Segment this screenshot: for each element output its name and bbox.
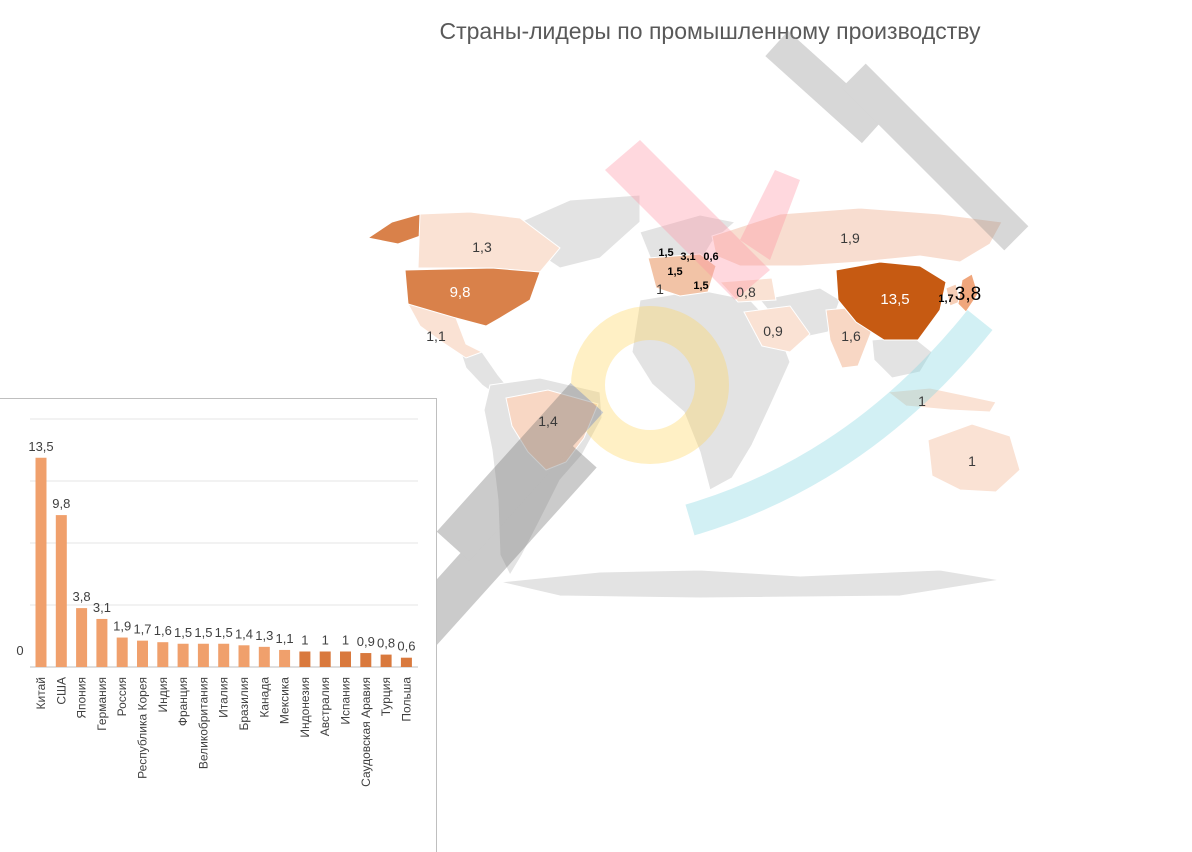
category-label: Бразилия [237, 677, 251, 731]
map-china [835, 261, 947, 341]
bar-2 [76, 608, 88, 667]
map-antarctica [499, 569, 1001, 599]
bar-value-label: 1 [301, 633, 308, 648]
map-label-germany: 3,1 [680, 251, 695, 263]
bar-11 [258, 646, 270, 667]
y-tick-label-0: 0 [16, 643, 23, 658]
map-label-italy: 1,5 [693, 280, 708, 292]
map-label-usa: 9,8 [450, 284, 471, 301]
bar-14 [319, 651, 331, 667]
category-label: Испания [339, 677, 353, 725]
bar-value-label: 1,6 [154, 623, 172, 638]
map-label-india: 1,6 [841, 328, 861, 344]
category-label: Великобритания [196, 677, 210, 769]
map-label-poland: 0,6 [703, 251, 718, 263]
bar-value-label: 1,9 [113, 619, 131, 634]
map-label-indonesia: 1 [918, 393, 926, 409]
bar-6 [157, 642, 169, 667]
bar-15 [340, 651, 351, 667]
category-label: Китай [34, 677, 48, 709]
bar-9 [218, 643, 230, 667]
map-canada [417, 211, 561, 273]
chart-title: Страны-лидеры по промышленному производс… [439, 18, 981, 44]
bar-value-label: 0,8 [377, 636, 395, 651]
category-label: Мексика [278, 677, 292, 724]
bar-3 [96, 618, 108, 667]
category-label: Республика Корея [136, 677, 150, 779]
bar-7 [177, 643, 189, 667]
map-label-turkey: 0,8 [736, 284, 756, 300]
category-label: Австралия [318, 677, 332, 736]
map-russia [711, 207, 1003, 267]
map-japan [957, 273, 979, 313]
bar-value-label: 9,8 [52, 496, 70, 511]
map-label-saudi-arabia: 0,9 [763, 323, 783, 339]
bar-value-label: 3,8 [73, 589, 91, 604]
map-turkey [718, 277, 777, 303]
map-indonesia [886, 387, 997, 413]
map-label-france: 1,5 [667, 266, 682, 278]
bar-value-label: 1 [342, 633, 349, 648]
bar-value-label: 0,9 [357, 634, 375, 649]
map-australia [927, 423, 1021, 493]
bar-value-label: 13,5 [28, 439, 53, 454]
map-brazil [505, 389, 599, 471]
category-label: Индонезия [298, 677, 312, 738]
category-label: Германия [95, 677, 109, 731]
bar-value-label: 1,5 [215, 625, 233, 640]
category-label: Индия [156, 677, 170, 712]
category-label: США [54, 677, 68, 705]
map-alaska [366, 213, 427, 245]
bar-16 [360, 653, 372, 667]
bar-13 [299, 651, 311, 667]
map-africa [631, 289, 791, 491]
category-label: Франция [176, 677, 190, 726]
category-label: Канада [257, 677, 271, 718]
category-label: Россия [115, 677, 129, 716]
map-label-canada: 1,3 [472, 239, 492, 255]
bar-value-label: 1 [322, 633, 329, 648]
bar-value-label: 1,4 [235, 626, 253, 641]
bar-chart-panel: 13,5 9,8 3,8 3,1 1,9 1,7 1,6 1,5 1,5 1,5 1,4 1,3 1,1… [0, 398, 437, 852]
map-west-europe [647, 253, 717, 297]
bar-12 [279, 649, 291, 667]
map-label-mexico: 1,1 [426, 328, 446, 344]
map-label-brazil: 1,4 [538, 413, 558, 429]
category-label: Саудовская Аравия [359, 677, 373, 787]
map-saudi-arabia [743, 305, 811, 353]
bar-value-label: 1,7 [133, 622, 151, 637]
map-mexico [406, 303, 484, 359]
bar-value-label: 1,5 [194, 625, 212, 640]
bar-1 [55, 515, 67, 667]
category-label: Италия [217, 677, 231, 718]
bar-value-label: 1,1 [276, 631, 294, 646]
bar-10 [238, 645, 250, 667]
bar-value-label: 3,1 [93, 600, 111, 615]
map-label-uk: 1,5 [658, 247, 673, 259]
category-label: Турция [379, 677, 393, 716]
bar-value-label: 1,5 [174, 625, 192, 640]
map-label-spain: 1 [656, 281, 664, 297]
bar-4 [116, 637, 128, 667]
category-label: Польша [399, 677, 413, 722]
bar-8 [197, 643, 209, 667]
bar-17 [380, 654, 392, 667]
map-label-russia: 1,9 [840, 230, 860, 246]
map-label-australia: 1 [968, 453, 976, 469]
bar-chart: 13,59,83,83,11,9 1,7 1,6 1,5 1,5 1,5 1,4 1,3 1,1… [16, 418, 418, 787]
bar-5 [137, 640, 148, 667]
map-label-korea: 1,7 [938, 293, 953, 305]
map-label-japan: 3,8 [955, 284, 981, 305]
category-label: Япония [75, 677, 89, 719]
bar-value-label: 0,6 [397, 639, 415, 654]
bar-value-label: 1,3 [255, 628, 273, 643]
bar-0 [35, 457, 47, 667]
bar-18 [400, 657, 412, 667]
map-label-china: 13,5 [880, 291, 909, 308]
